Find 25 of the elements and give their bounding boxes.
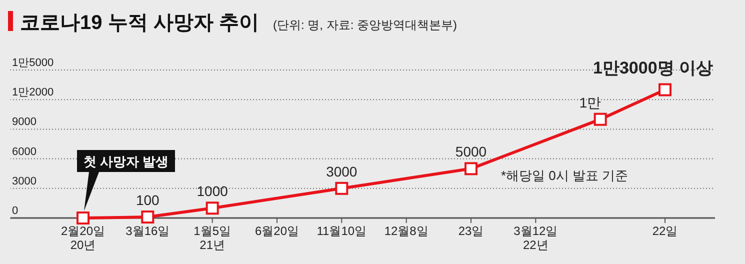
y-tick-label: 6000 xyxy=(12,146,36,158)
data-label: 3000 xyxy=(326,163,358,180)
x-tick-label: 22일 xyxy=(652,224,678,238)
annotation: 1만3000명 이상 xyxy=(593,58,713,78)
x-tick-label: 2월20일 20년 xyxy=(60,224,106,252)
x-tick-label: 11월10일 xyxy=(316,224,367,238)
y-tick-label: 1만5000 xyxy=(12,57,54,69)
y-tick-label: 3000 xyxy=(12,175,36,188)
x-tick-label: 6월20일 xyxy=(254,224,300,238)
data-label: 100 xyxy=(136,192,160,208)
x-tick-label: 1월5일 21년 xyxy=(194,224,232,252)
annotation: 첫 사망자 발생 xyxy=(83,154,169,169)
chart-subtitle: (단위: 명, 자료: 중앙방역대책본부) xyxy=(273,18,457,32)
y-tick-label: 9000 xyxy=(12,116,36,128)
annotation: 1만 xyxy=(579,94,602,110)
data-label: 5000 xyxy=(455,144,487,160)
y-tick-label: 0 xyxy=(12,205,18,217)
x-tick-label: 23일 xyxy=(458,224,484,238)
chart-title: 코로나19 누적 사망자 추이 xyxy=(20,12,259,34)
y-tick-label: 1만2000 xyxy=(12,86,54,99)
x-tick-label: 12월8일 xyxy=(384,224,428,238)
x-tick-label: 3월12일 22년 xyxy=(514,224,558,252)
annotation: *해당일 0시 발표 기준 xyxy=(501,168,628,183)
data-label: 1000 xyxy=(196,183,228,200)
x-tick-label: 3월16일 xyxy=(126,224,170,238)
